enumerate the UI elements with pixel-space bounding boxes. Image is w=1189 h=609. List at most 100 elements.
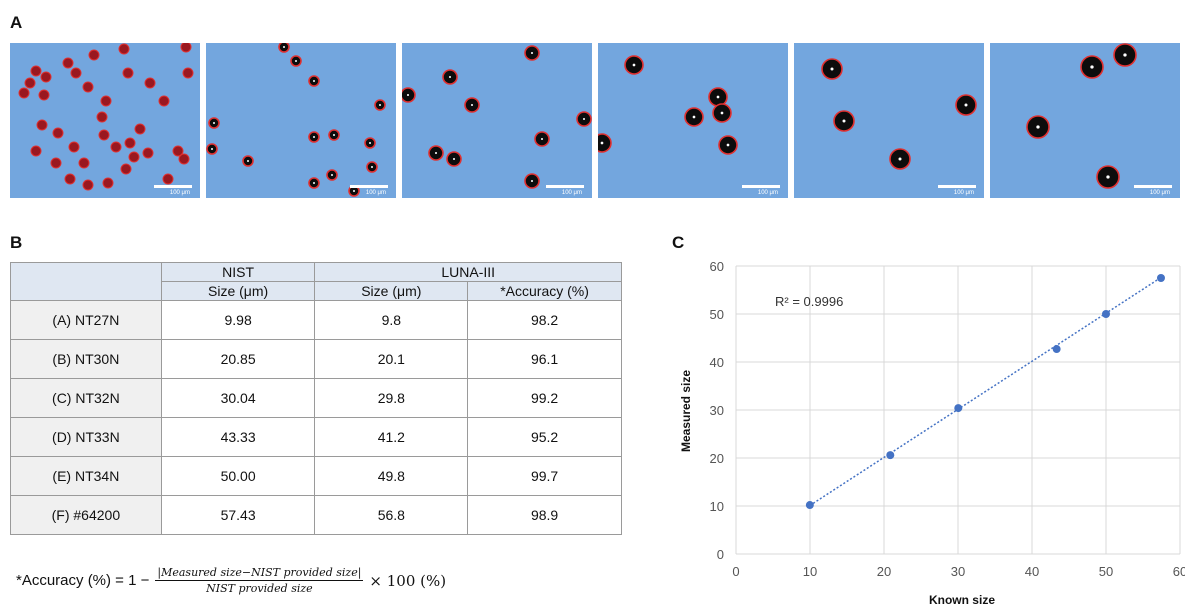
particle (71, 68, 81, 78)
particle (129, 152, 139, 162)
particle-center (1036, 125, 1039, 128)
particle (143, 148, 153, 158)
cell-luna-size: 20.1 (315, 340, 468, 379)
particle (31, 66, 41, 76)
y-tick-label: 60 (710, 259, 724, 274)
particle-center (407, 94, 409, 96)
y-tick-label: 10 (710, 499, 724, 514)
particle-field-3 (402, 43, 592, 198)
particle-field-4 (598, 43, 788, 198)
y-tick-label: 40 (710, 355, 724, 370)
particle (65, 174, 75, 184)
x-tick-label: 10 (803, 564, 817, 579)
scale-bar-label: 100 μm (562, 190, 582, 196)
subheader-accuracy: *Accuracy (%) (468, 282, 622, 301)
micrograph-1: 100 μm (10, 43, 200, 198)
particle (183, 68, 193, 78)
particle (119, 44, 129, 54)
particle-center (717, 96, 720, 99)
table-row: (C) NT32N 30.04 29.8 99.2 (11, 379, 622, 418)
particle-center (213, 122, 215, 124)
cell-accuracy: 95.2 (468, 418, 622, 457)
data-point (886, 451, 894, 459)
particle-center (843, 120, 846, 123)
particle (19, 88, 29, 98)
particle (51, 158, 61, 168)
scale-bar-label: 100 μm (954, 190, 974, 196)
particle (31, 146, 41, 156)
particle (37, 120, 47, 130)
particle-center (283, 46, 285, 48)
particle-center (471, 104, 473, 106)
row-label: (B) NT30N (11, 340, 162, 379)
particle-center (831, 68, 834, 71)
y-tick-label: 50 (710, 307, 724, 322)
particle (179, 154, 189, 164)
particle-center (211, 148, 213, 150)
particle-center (1090, 65, 1093, 68)
y-tick-label: 30 (710, 403, 724, 418)
y-axis-label: Measured size (679, 370, 693, 452)
cell-accuracy: 99.2 (468, 379, 622, 418)
scale-bar (154, 185, 192, 188)
panel-label-a: A (10, 13, 22, 33)
table-row: (D) NT33N 43.33 41.2 95.2 (11, 418, 622, 457)
scale-bar (350, 185, 388, 188)
size-accuracy-table: NIST LUNA-III Size (μm) Size (μm) *Accur… (10, 262, 622, 535)
micrograph-5: 100 μm (794, 43, 984, 198)
scale-bar (742, 185, 780, 188)
particle (53, 128, 63, 138)
micrograph-strip: 100 μm 100 μm 100 μm 100 μm 100 μm 100 μ… (10, 43, 1180, 198)
subheader-nist-size: Size (μm) (161, 282, 315, 301)
formula-suffix: × 100 (%) (369, 572, 446, 590)
micrograph-4: 100 μm (598, 43, 788, 198)
cell-accuracy: 99.7 (468, 457, 622, 496)
particle (123, 68, 133, 78)
scatter-chart: 0 10 20 30 40 50 60 0 10 20 30 40 50 60 R² = 0.9996 K… (670, 248, 1185, 608)
particle-center (247, 160, 249, 162)
particle-center (531, 52, 533, 54)
cell-nist-size: 57.43 (161, 496, 315, 535)
particle-center (295, 60, 297, 62)
particle-center (583, 118, 585, 120)
cell-nist-size: 9.98 (161, 301, 315, 340)
particle-center (541, 138, 543, 140)
particle-center (369, 142, 371, 144)
particle-center (331, 174, 333, 176)
particle (41, 72, 51, 82)
row-label: (C) NT32N (11, 379, 162, 418)
scale-bar (1134, 185, 1172, 188)
scale-bar-label: 100 μm (1150, 190, 1170, 196)
particle (103, 178, 113, 188)
data-point (806, 501, 814, 509)
particle (121, 164, 131, 174)
x-axis-label: Known size (929, 593, 995, 607)
particle-center (721, 112, 724, 115)
row-label: (A) NT27N (11, 301, 162, 340)
cell-luna-size: 56.8 (315, 496, 468, 535)
particle (69, 142, 79, 152)
particle-center (1106, 175, 1109, 178)
particle-center (633, 64, 636, 67)
particle-center (371, 166, 373, 168)
particle (135, 124, 145, 134)
x-tick-label: 20 (877, 564, 891, 579)
particle-field-2 (206, 43, 396, 198)
table-row: (B) NT30N 20.85 20.1 96.1 (11, 340, 622, 379)
data-point (1102, 310, 1110, 318)
particle-center (379, 104, 381, 106)
particle-center (601, 142, 604, 145)
particle-center (899, 158, 902, 161)
particle (97, 112, 107, 122)
particle-center (693, 116, 696, 119)
particle (89, 50, 99, 60)
y-tick-label: 20 (710, 451, 724, 466)
scale-bar-label: 100 μm (758, 190, 778, 196)
row-label: (E) NT34N (11, 457, 162, 496)
r-squared-annotation: R² = 0.9996 (775, 294, 843, 309)
scale-bar-label: 100 μm (366, 190, 386, 196)
cell-nist-size: 50.00 (161, 457, 315, 496)
particle-center (449, 76, 451, 78)
particle-center (333, 134, 335, 136)
particle (598, 134, 611, 152)
